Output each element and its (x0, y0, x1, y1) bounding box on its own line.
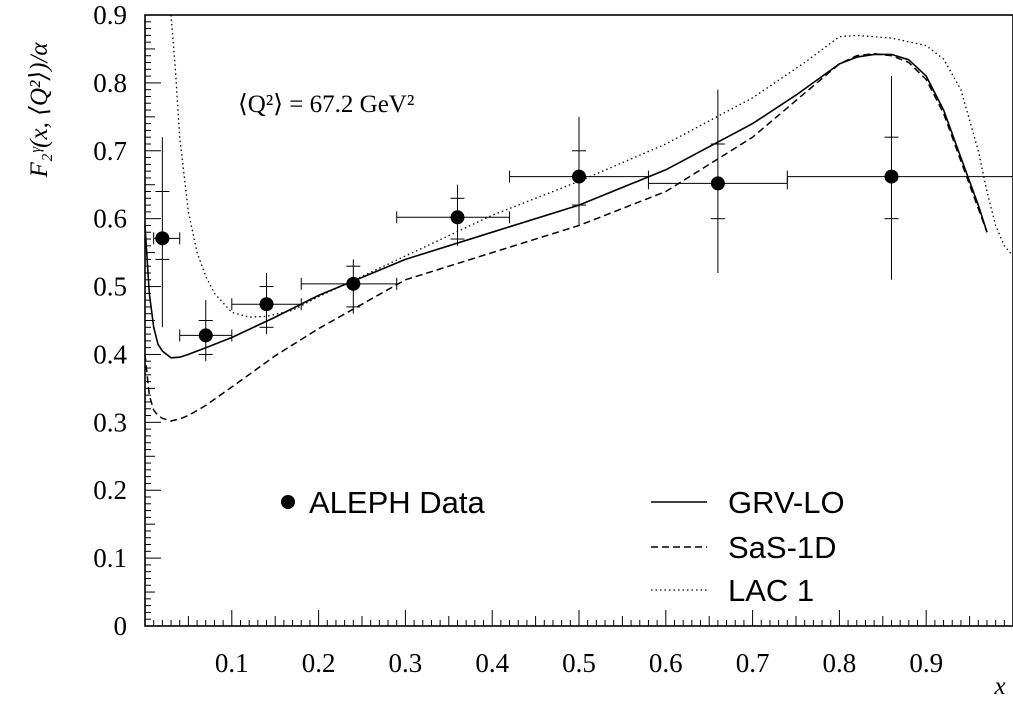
legend-data-marker (281, 495, 295, 509)
legend-label-lac: LAC 1 (728, 573, 814, 608)
data-point (155, 231, 170, 246)
data-point (884, 169, 899, 184)
y-tick-label: 0.2 (93, 475, 127, 505)
data-point (450, 210, 465, 225)
x-tick-label: 0.7 (736, 648, 770, 678)
legend: ALEPH Data GRV-LO SaS-1D LAC 1 (281, 485, 845, 608)
data-errorbars (153, 76, 1013, 362)
y-tick-label: 0.3 (93, 407, 127, 437)
curve-lac-1 (170, 14, 1013, 318)
x-tick-label: 0.8 (823, 648, 857, 678)
x-tick-label: 0.3 (389, 648, 423, 678)
x-tick-label: 0.2 (302, 648, 336, 678)
data-point (710, 176, 725, 191)
y-tick-label: 0.4 (93, 339, 127, 369)
legend-label-data: ALEPH Data (309, 485, 486, 520)
curve-grv-lo (144, 53, 988, 359)
y-tick-label: 0.5 (93, 272, 127, 302)
y-tick-label: 0.8 (93, 68, 127, 98)
errorbar (786, 76, 1013, 280)
y-tick-label: 0.6 (93, 204, 127, 234)
legend-label-grv: GRV-LO (728, 485, 845, 520)
x-tick-label: 0.1 (215, 648, 249, 678)
y-tick-label: 0.9 (93, 0, 127, 30)
x-tick-label: 0.6 (649, 648, 683, 678)
errorbar (153, 137, 181, 328)
y-tick-label: 0.7 (93, 136, 127, 166)
data-point (346, 276, 361, 291)
x-tick-label: 0.9 (909, 648, 943, 678)
x-axis-title: x (993, 673, 1005, 700)
y-tick-label: 0 (114, 611, 128, 641)
y-axis-title: F₂ᵞ(x, ⟨Q²⟩)/α (26, 42, 53, 179)
kinematic-annotation: ⟨Q²⟩ = 67.2 GeV² (238, 91, 414, 118)
curve-sas-1d (144, 52, 988, 422)
data-point (198, 328, 213, 343)
y-tick-label: 0.1 (93, 543, 127, 573)
x-tick-label: 0.4 (475, 648, 509, 678)
data-point (259, 297, 274, 312)
x-tick-label: 0.5 (562, 648, 596, 678)
data-point (572, 169, 586, 184)
data-points (155, 169, 899, 343)
theory-curves (144, 14, 1013, 422)
y-tick-labels: 0 0.1 0.2 0.3 0.4 0.5 0.6 0.7 0.8 0.9 (93, 0, 127, 641)
axis-ticks (144, 14, 1013, 627)
x-tick-labels: 0.1 0.2 0.3 0.4 0.5 0.6 0.7 0.8 0.9 (215, 648, 943, 678)
legend-label-sas: SaS-1D (728, 530, 837, 565)
